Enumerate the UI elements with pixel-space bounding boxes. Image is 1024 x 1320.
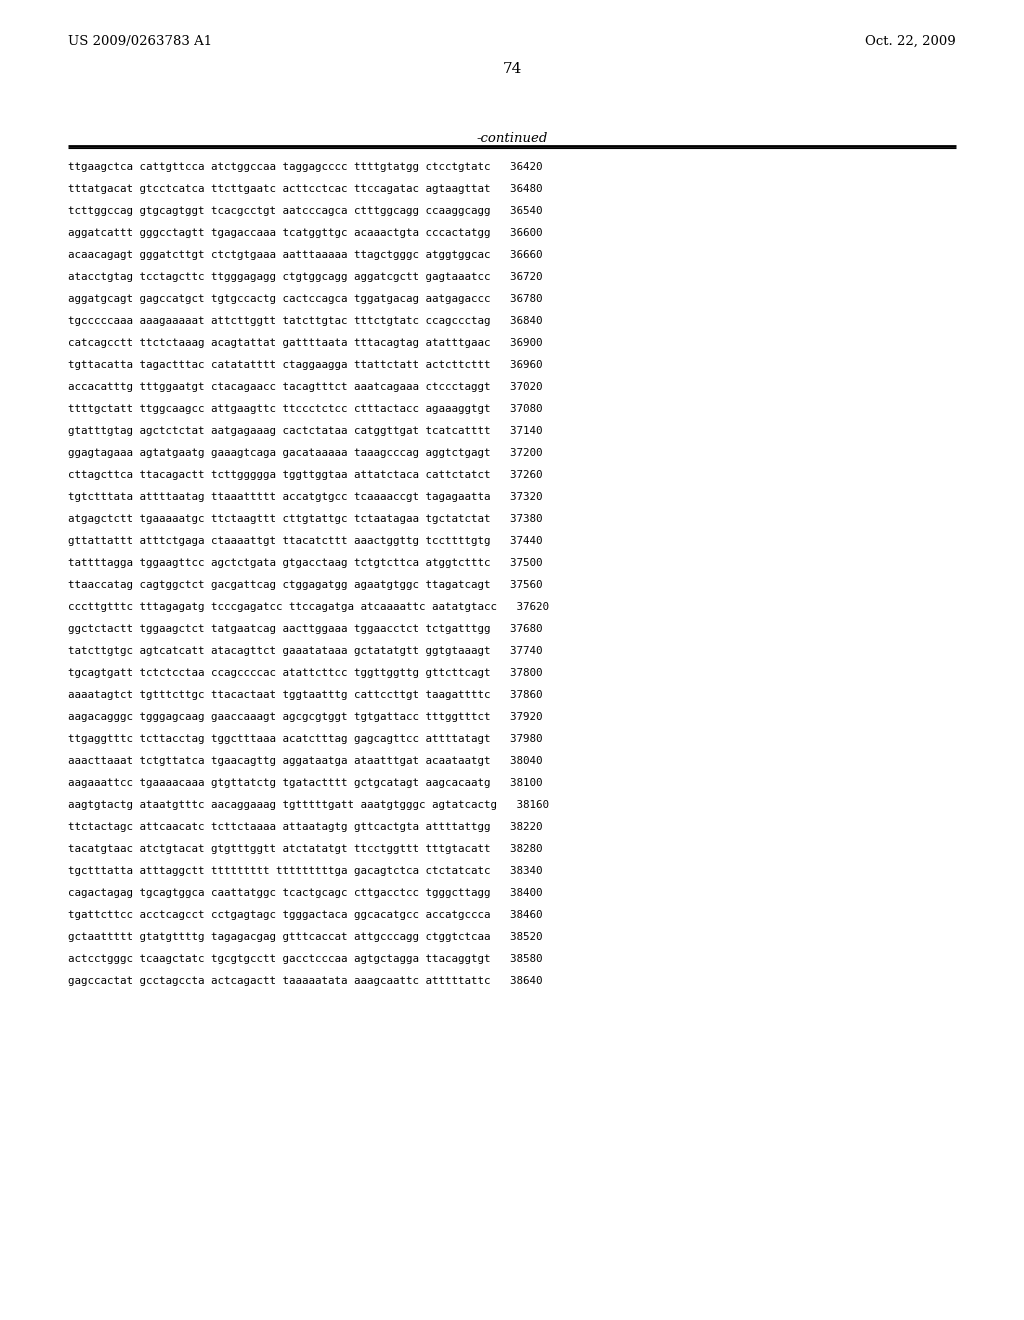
Text: aggatgcagt gagccatgct tgtgccactg cactccagca tggatgacag aatgagaccc   36780: aggatgcagt gagccatgct tgtgccactg cactcca… <box>68 294 543 304</box>
Text: aagaaattcc tgaaaacaaa gtgttatctg tgatactttt gctgcatagt aagcacaatg   38100: aagaaattcc tgaaaacaaa gtgttatctg tgatact… <box>68 777 543 788</box>
Text: Oct. 22, 2009: Oct. 22, 2009 <box>865 36 956 48</box>
Text: aaacttaaat tctgttatca tgaacagttg aggataatga ataatttgat acaataatgt   38040: aaacttaaat tctgttatca tgaacagttg aggataa… <box>68 756 543 766</box>
Text: aggatcattt gggcctagtt tgagaccaaa tcatggttgc acaaactgta cccactatgg   36600: aggatcattt gggcctagtt tgagaccaaa tcatggt… <box>68 228 543 238</box>
Text: ttttgctatt ttggcaagcc attgaagttc ttccctctcc ctttactacc agaaaggtgt   37080: ttttgctatt ttggcaagcc attgaagttc ttccctc… <box>68 404 543 414</box>
Text: acaacagagt gggatcttgt ctctgtgaaa aatttaaaaa ttagctgggc atggtggcac   36660: acaacagagt gggatcttgt ctctgtgaaa aatttaa… <box>68 249 543 260</box>
Text: US 2009/0263783 A1: US 2009/0263783 A1 <box>68 36 212 48</box>
Text: tttatgacat gtcctcatca ttcttgaatc acttcctcac ttccagatac agtaagttat   36480: tttatgacat gtcctcatca ttcttgaatc acttcct… <box>68 183 543 194</box>
Text: tatcttgtgc agtcatcatt atacagttct gaaatataaa gctatatgtt ggtgtaaagt   37740: tatcttgtgc agtcatcatt atacagttct gaaatat… <box>68 645 543 656</box>
Text: cagactagag tgcagtggca caattatggc tcactgcagc cttgacctcc tgggcttagg   38400: cagactagag tgcagtggca caattatggc tcactgc… <box>68 888 543 898</box>
Text: aaaatagtct tgtttcttgc ttacactaat tggtaatttg cattccttgt taagattttc   37860: aaaatagtct tgtttcttgc ttacactaat tggtaat… <box>68 690 543 700</box>
Text: tgttacatta tagactttac catatatttt ctaggaagga ttattctatt actcttcttt   36960: tgttacatta tagactttac catatatttt ctaggaa… <box>68 360 543 370</box>
Text: tgcagtgatt tctctcctaa ccagccccac atattcttcc tggttggttg gttcttcagt   37800: tgcagtgatt tctctcctaa ccagccccac atattct… <box>68 668 543 678</box>
Text: ggagtagaaa agtatgaatg gaaagtcaga gacataaaaa taaagcccag aggtctgagt   37200: ggagtagaaa agtatgaatg gaaagtcaga gacataa… <box>68 447 543 458</box>
Text: actcctgggc tcaagctatc tgcgtgcctt gacctcccaa agtgctagga ttacaggtgt   38580: actcctgggc tcaagctatc tgcgtgcctt gacctcc… <box>68 954 543 964</box>
Text: accacatttg tttggaatgt ctacagaacc tacagtttct aaatcagaaa ctccctaggt   37020: accacatttg tttggaatgt ctacagaacc tacagtt… <box>68 381 543 392</box>
Text: ttctactagc attcaacatc tcttctaaaa attaatagtg gttcactgta attttattgg   38220: ttctactagc attcaacatc tcttctaaaa attaata… <box>68 822 543 832</box>
Text: cccttgtttc tttagagatg tcccgagatcc ttccagatga atcaaaattc aatatgtacc   37620: cccttgtttc tttagagatg tcccgagatcc ttccag… <box>68 602 549 612</box>
Text: catcagcctt ttctctaaag acagtattat gattttaata tttacagtag atatttgaac   36900: catcagcctt ttctctaaag acagtattat gatttta… <box>68 338 543 348</box>
Text: gtatttgtag agctctctat aatgagaaag cactctataa catggttgat tcatcatttt   37140: gtatttgtag agctctctat aatgagaaag cactcta… <box>68 426 543 436</box>
Text: tattttagga tggaagttcc agctctgata gtgacctaag tctgtcttca atggtctttc   37500: tattttagga tggaagttcc agctctgata gtgacct… <box>68 558 543 568</box>
Text: tcttggccag gtgcagtggt tcacgcctgt aatcccagca ctttggcagg ccaaggcagg   36540: tcttggccag gtgcagtggt tcacgcctgt aatccca… <box>68 206 543 216</box>
Text: cttagcttca ttacagactt tcttggggga tggttggtaa attatctaca cattctatct   37260: cttagcttca ttacagactt tcttggggga tggttgg… <box>68 470 543 480</box>
Text: gagccactat gcctagccta actcagactt taaaaatata aaagcaattc atttttattc   38640: gagccactat gcctagccta actcagactt taaaaat… <box>68 975 543 986</box>
Text: gttattattt atttctgaga ctaaaattgt ttacatcttt aaactggttg tccttttgtg   37440: gttattattt atttctgaga ctaaaattgt ttacatc… <box>68 536 543 546</box>
Text: ttaaccatag cagtggctct gacgattcag ctggagatgg agaatgtggc ttagatcagt   37560: ttaaccatag cagtggctct gacgattcag ctggaga… <box>68 579 543 590</box>
Text: atgagctctt tgaaaaatgc ttctaagttt cttgtattgc tctaatagaa tgctatctat   37380: atgagctctt tgaaaaatgc ttctaagttt cttgtat… <box>68 513 543 524</box>
Text: tgctttatta atttaggctt ttttttttt tttttttttga gacagtctca ctctatcatc   38340: tgctttatta atttaggctt ttttttttt tttttttt… <box>68 866 543 876</box>
Text: 74: 74 <box>503 62 521 77</box>
Text: atacctgtag tcctagcttc ttgggagagg ctgtggcagg aggatcgctt gagtaaatcc   36720: atacctgtag tcctagcttc ttgggagagg ctgtggc… <box>68 272 543 282</box>
Text: tgattcttcc acctcagcct cctgagtagc tgggactaca ggcacatgcc accatgccca   38460: tgattcttcc acctcagcct cctgagtagc tgggact… <box>68 909 543 920</box>
Text: gctaattttt gtatgttttg tagagacgag gtttcaccat attgcccagg ctggtctcaa   38520: gctaattttt gtatgttttg tagagacgag gtttcac… <box>68 932 543 942</box>
Text: ttgaggtttc tcttacctag tggctttaaa acatctttag gagcagttcc attttatagt   37980: ttgaggtttc tcttacctag tggctttaaa acatctt… <box>68 734 543 744</box>
Text: tgtctttata attttaatag ttaaattttt accatgtgcc tcaaaaccgt tagagaatta   37320: tgtctttata attttaatag ttaaattttt accatgt… <box>68 492 543 502</box>
Text: -continued: -continued <box>476 132 548 145</box>
Text: tacatgtaac atctgtacat gtgtttggtt atctatatgt ttcctggttt tttgtacatt   38280: tacatgtaac atctgtacat gtgtttggtt atctata… <box>68 843 543 854</box>
Text: ggctctactt tggaagctct tatgaatcag aacttggaaa tggaacctct tctgatttgg   37680: ggctctactt tggaagctct tatgaatcag aacttgg… <box>68 624 543 634</box>
Text: aagacagggc tgggagcaag gaaccaaagt agcgcgtggt tgtgattacc tttggtttct   37920: aagacagggc tgggagcaag gaaccaaagt agcgcgt… <box>68 711 543 722</box>
Text: tgcccccaaa aaagaaaaat attcttggtt tatcttgtac tttctgtatc ccagccctag   36840: tgcccccaaa aaagaaaaat attcttggtt tatcttg… <box>68 315 543 326</box>
Text: ttgaagctca cattgttcca atctggccaa taggagcccc ttttgtatgg ctcctgtatc   36420: ttgaagctca cattgttcca atctggccaa taggagc… <box>68 162 543 172</box>
Text: aagtgtactg ataatgtttc aacaggaaag tgtttttgatt aaatgtgggc agtatcactg   38160: aagtgtactg ataatgtttc aacaggaaag tgttttt… <box>68 800 549 810</box>
